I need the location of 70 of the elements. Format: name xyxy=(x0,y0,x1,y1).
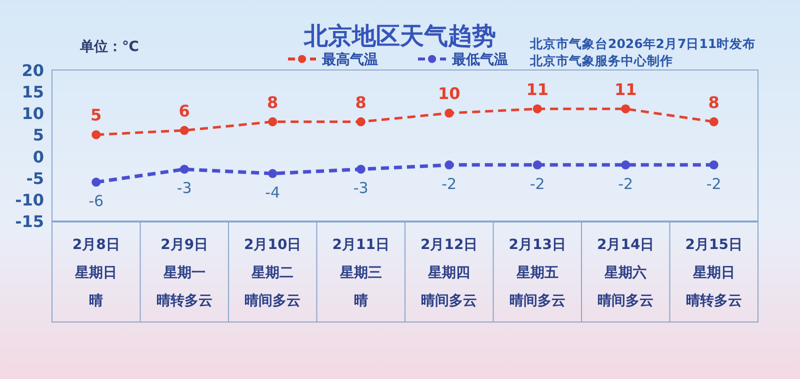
legend-label: 最高气温 xyxy=(321,51,378,68)
point xyxy=(532,104,542,114)
point xyxy=(356,117,366,126)
x-tick-label: 2月11日 xyxy=(332,237,390,253)
x-tick-label: 2月14日 xyxy=(597,237,654,253)
point xyxy=(444,108,454,118)
x-tick-label: 2月9日 xyxy=(160,237,208,253)
text: 晴转多云 xyxy=(686,293,742,309)
y-tick-label: 15 xyxy=(22,82,44,102)
point xyxy=(92,130,101,140)
point xyxy=(709,160,718,170)
data-label: -2 xyxy=(706,174,722,193)
point xyxy=(621,104,630,114)
text: 星期一 xyxy=(162,265,206,281)
text: 星期三 xyxy=(338,265,382,281)
point xyxy=(709,117,718,126)
point xyxy=(621,160,630,170)
point xyxy=(444,160,454,170)
y-tick-label: -10 xyxy=(15,190,44,210)
y-axis-title: 单位：℃ xyxy=(79,39,139,55)
text: 星期六 xyxy=(604,264,647,281)
data-label: 11 xyxy=(526,80,549,99)
data-label: -2 xyxy=(442,174,457,193)
x-tick-label: 2月12日 xyxy=(420,237,478,253)
text: 星期二 xyxy=(250,265,294,281)
legend-label: 最低气温 xyxy=(451,52,508,68)
data-label: 5 xyxy=(90,106,102,125)
x-tick-label: 2月8日 xyxy=(72,237,120,253)
y-tick-label: 5 xyxy=(32,126,44,145)
y-tick-label: 10 xyxy=(22,104,44,124)
data-label: -2 xyxy=(530,174,545,193)
point xyxy=(92,178,101,187)
point xyxy=(268,117,278,126)
data-label: 8 xyxy=(708,92,720,112)
text: 晴 xyxy=(354,293,368,309)
point xyxy=(180,164,189,174)
text: 晴间多云 xyxy=(421,293,478,309)
data-label: -3 xyxy=(353,179,368,198)
data-label: -6 xyxy=(88,192,104,210)
y-tick-label: -15 xyxy=(15,212,44,231)
text: 晴间多云 xyxy=(509,293,566,309)
point xyxy=(268,169,278,178)
y-tick-label: 20 xyxy=(22,61,44,80)
y-tick-label: 0 xyxy=(32,147,44,166)
data-label: 8 xyxy=(267,92,278,112)
point xyxy=(356,164,366,174)
text: 星期日 xyxy=(692,265,735,281)
data-label: -3 xyxy=(176,179,192,198)
text: 晴间多云 xyxy=(598,293,654,309)
text: 晴 xyxy=(89,293,104,309)
chart-title: 北京地区天气趋势 xyxy=(303,22,496,50)
data-label: 10 xyxy=(438,84,460,104)
text: 星期四 xyxy=(427,265,470,281)
point xyxy=(532,160,542,170)
data-label: 8 xyxy=(355,92,366,112)
text: 星期日 xyxy=(74,265,118,281)
x-tick-label: 2月10日 xyxy=(244,237,302,253)
y-tick-label: -5 xyxy=(26,168,44,188)
x-tick-label: 2月13日 xyxy=(508,237,566,253)
text: 晴间多云 xyxy=(244,293,301,309)
text: 北京市气象服务中心制作 xyxy=(529,53,673,68)
data-label: 6 xyxy=(178,101,190,120)
point xyxy=(180,126,189,135)
data-label: 11 xyxy=(614,80,637,99)
data-label: -4 xyxy=(265,184,280,202)
x-tick-label: 2月15日 xyxy=(685,237,742,253)
text: 北京市气象台2026年2月7日11时发布 xyxy=(529,36,756,51)
text: 晴转多云 xyxy=(156,293,212,309)
text: 星期五 xyxy=(515,265,558,281)
data-label: -2 xyxy=(618,174,634,193)
